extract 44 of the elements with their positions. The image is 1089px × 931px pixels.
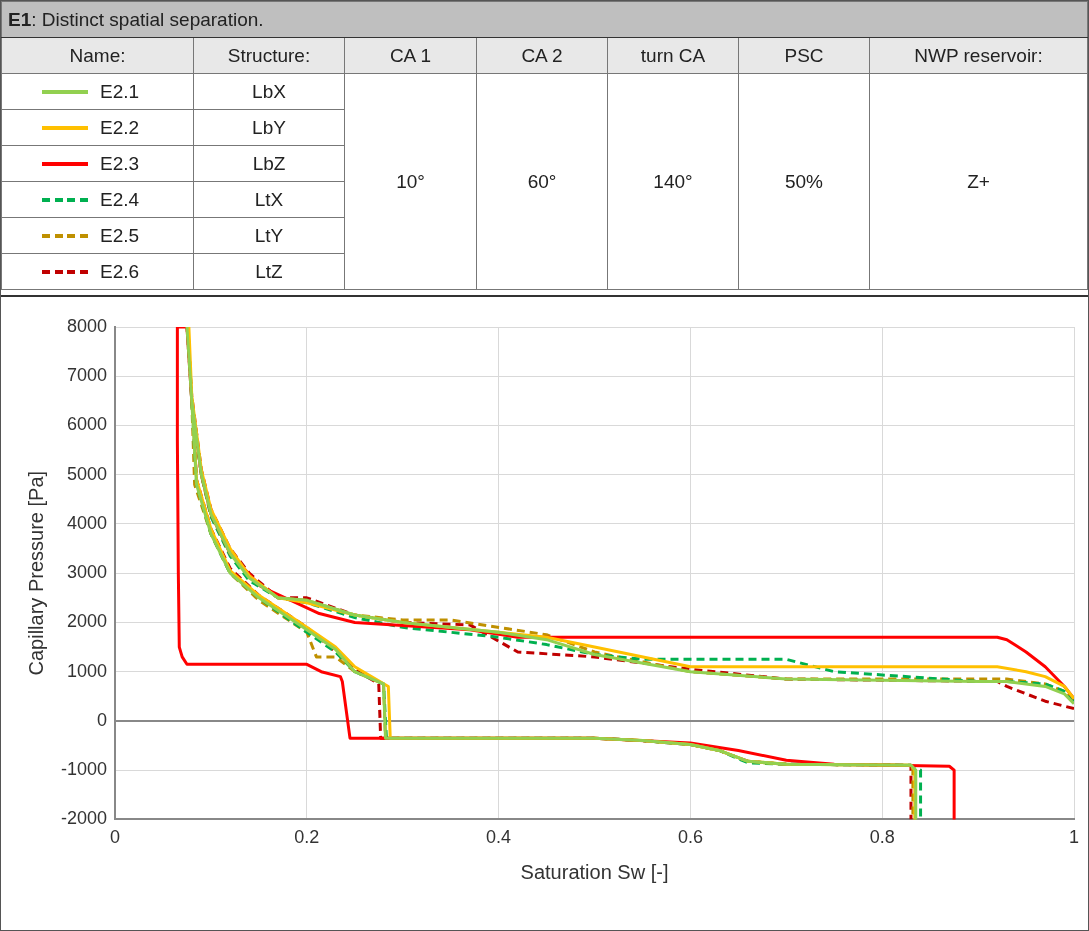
text: Structure: xyxy=(193,37,345,74)
text: 60° xyxy=(476,73,608,290)
text: NWP reservoir: xyxy=(869,37,1088,74)
y-tick-label: 5000 xyxy=(66,463,108,484)
text: CA 2 xyxy=(476,37,608,74)
text: LbX xyxy=(193,73,345,110)
text: LbZ xyxy=(193,145,345,182)
text: LtZ xyxy=(193,253,345,290)
text: turn CA xyxy=(607,37,739,74)
y-tick-label: 7000 xyxy=(66,365,108,386)
x-axis-title: Saturation Sw [-] xyxy=(520,860,669,883)
legend-label: E2.3 xyxy=(100,152,140,175)
legend-label: E2.5 xyxy=(100,224,140,247)
legend-label: E2.4 xyxy=(100,188,140,211)
text: PSC xyxy=(738,37,870,74)
y-tick-label: 8000 xyxy=(66,315,108,336)
y-tick-label: 2000 xyxy=(66,611,108,632)
y-tick-label: 6000 xyxy=(66,414,108,435)
y-tick-label: 0 xyxy=(97,709,108,730)
text: LbY xyxy=(193,109,345,146)
y-tick-label: 4000 xyxy=(66,512,108,533)
legend-label: E2.1 xyxy=(100,80,140,103)
x-tick-label: 0 xyxy=(110,827,121,848)
text: Name: xyxy=(1,37,194,74)
x-tick-label: 1 xyxy=(1068,827,1080,848)
text: LtX xyxy=(193,181,345,218)
y-tick-label: -2000 xyxy=(60,808,108,829)
x-tick-label: 0.4 xyxy=(486,827,512,848)
text: Z+ xyxy=(869,73,1088,290)
y-tick-label: -1000 xyxy=(60,759,108,780)
legend-label: E2.2 xyxy=(100,116,140,139)
text: 10° xyxy=(344,73,477,290)
text: 50% xyxy=(738,73,870,290)
y-tick-label: 1000 xyxy=(66,660,108,681)
x-tick-label: 0.6 xyxy=(677,827,703,848)
y-axis-title: Capillary Pressure [Pa] xyxy=(24,470,47,676)
text: 140° xyxy=(607,73,739,290)
legend-label: E2.6 xyxy=(100,260,140,283)
chart-title: E1: Distinct spatial separation. xyxy=(1,1,1088,38)
x-tick-label: 0.2 xyxy=(294,827,320,848)
text: LtY xyxy=(193,217,345,254)
y-tick-label: 3000 xyxy=(66,562,108,583)
x-tick-label: 0.8 xyxy=(869,827,895,848)
text: CA 1 xyxy=(344,37,477,74)
